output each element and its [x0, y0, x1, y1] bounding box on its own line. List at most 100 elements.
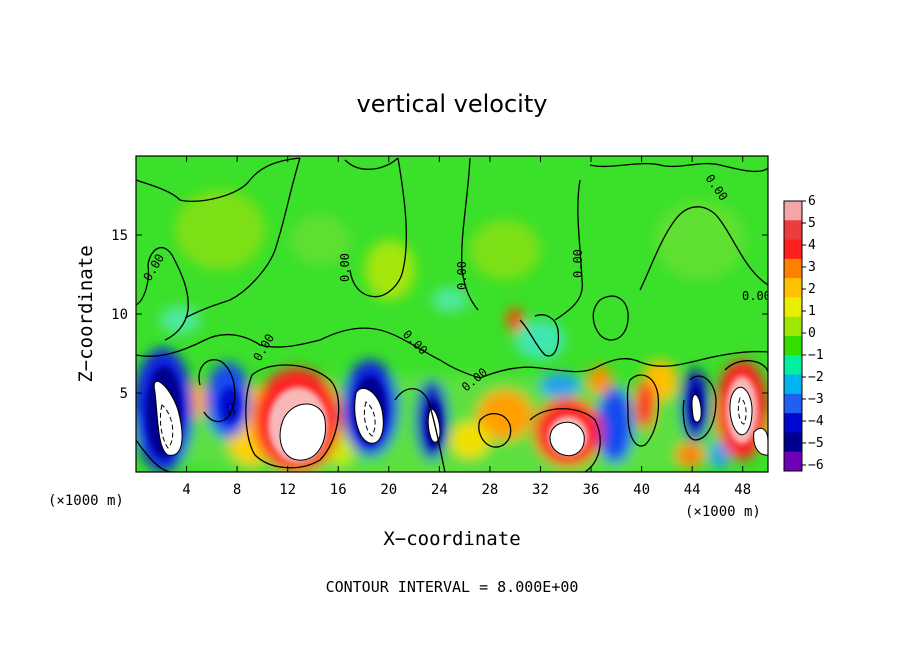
mid-cyan-patch	[160, 306, 200, 334]
colorbar-swatch	[784, 297, 802, 318]
x-tick-label: 20	[380, 482, 397, 498]
x-tick-label: 48	[734, 482, 751, 498]
chart-title: vertical velocity	[357, 90, 548, 118]
colorbar-swatch	[784, 432, 802, 453]
downdraft-inner	[220, 387, 240, 423]
zero-contour	[136, 439, 171, 472]
colorbar-swatch	[784, 278, 802, 298]
colorbar-swatch	[784, 239, 802, 260]
zero-contour	[461, 157, 479, 311]
x-tick-label: 24	[431, 482, 448, 498]
zero-contour	[479, 350, 768, 379]
x-axis-ticks: 4 8 12 16 20 24 28 32 36 40 44 48	[182, 156, 751, 498]
warm-patch	[588, 366, 612, 394]
core-white	[354, 387, 384, 444]
y-axis-label: Z−coordinate	[75, 245, 97, 382]
zero-contour	[136, 157, 301, 202]
dashed-contour	[227, 402, 235, 416]
colorbar-swatch	[784, 220, 802, 241]
x-unit-left: (×1000 m)	[48, 493, 124, 509]
x-tick-label: 28	[481, 482, 498, 498]
x-unit-right: (×1000 m)	[685, 504, 761, 520]
colorbar-tick-label: 3	[808, 260, 816, 275]
zero-contour	[589, 162, 768, 173]
y-tick-label: 5	[120, 386, 128, 402]
colorbar-tick-label: 1	[808, 304, 816, 319]
x-tick-label: 44	[684, 482, 701, 498]
downdraft-core	[597, 387, 633, 463]
core-white	[153, 380, 183, 456]
dashed-contour	[363, 401, 376, 437]
upper-green-patch	[655, 200, 745, 280]
upper-green-patch	[175, 190, 265, 270]
zero-contour	[682, 375, 717, 441]
colorbar-tick-label: 4	[808, 238, 816, 253]
colorbar-tick-label: −3	[808, 392, 824, 407]
zero-contour	[529, 408, 601, 472]
colorbar-tick-label: 6	[808, 194, 816, 209]
contour-label: 0.00	[742, 289, 771, 303]
x-tick-label: 4	[182, 482, 190, 498]
contour-label: 0.00	[455, 261, 469, 290]
colorbar-swatch	[784, 316, 802, 337]
zero-contour	[554, 179, 583, 321]
contour-interval-note: CONTOUR INTERVAL = 8.000E+00	[326, 578, 579, 596]
updraft-core	[635, 381, 655, 429]
warm-patch	[477, 390, 533, 440]
zero-contour	[136, 327, 481, 379]
warm-patch	[507, 308, 523, 332]
mid-cyan-patch	[432, 288, 468, 312]
downdraft-core	[710, 441, 730, 469]
colorbar-tick-label: −2	[808, 370, 824, 385]
colorbar-tick-label: −6	[808, 458, 824, 473]
dashed-contour	[159, 404, 174, 449]
zero-contour	[478, 413, 512, 448]
y-tick-label: 10	[111, 307, 128, 323]
colorbar-swatch	[784, 451, 802, 472]
zero-contours	[136, 157, 768, 472]
colorbar-swatch	[784, 201, 802, 221]
plot-area: 0.00 0.00 0.00 0.00 0.00 0.00 0.00 0.00 …	[111, 155, 771, 498]
x-axis-label: X−coordinate	[383, 528, 520, 550]
colorbar-tick-label: −4	[808, 414, 824, 429]
y-tick-label: 15	[111, 228, 128, 244]
zero-contour	[349, 157, 408, 298]
upper-green-patch	[470, 220, 540, 280]
colorbar-tick-label: −5	[808, 436, 824, 451]
negative-contours	[159, 397, 747, 449]
core-white	[549, 421, 585, 457]
contour-label: 0.00	[338, 253, 352, 282]
colorbar-swatch	[784, 393, 802, 414]
zero-contour	[184, 157, 301, 319]
colorbar-swatch	[784, 336, 802, 356]
core-white	[279, 403, 326, 461]
colorbar-tick-label: 0	[808, 326, 816, 341]
colorbar-tick-label: −1	[808, 348, 824, 363]
core-white	[691, 394, 702, 423]
colorbar-tick-label: 5	[808, 216, 816, 231]
contour-label: 0.00	[571, 249, 585, 278]
zero-contour	[245, 364, 340, 469]
warm-patch	[450, 422, 490, 458]
upper-green-patch	[290, 215, 350, 265]
colorbar-swatch	[784, 413, 802, 433]
colorbar-swatch	[784, 355, 802, 376]
y-axis-ticks: 5 10 15	[111, 228, 768, 402]
zero-contour	[136, 246, 189, 341]
warm-patch	[676, 443, 704, 467]
zero-contour	[592, 295, 629, 341]
zero-contour	[626, 374, 660, 447]
zero-contour	[344, 157, 399, 170]
x-tick-label: 12	[279, 482, 296, 498]
x-tick-label: 16	[330, 482, 347, 498]
x-tick-label: 40	[633, 482, 650, 498]
colorbar-swatch	[784, 258, 802, 279]
zero-contour	[724, 360, 768, 373]
upper-green-patch	[365, 240, 415, 300]
core-white	[753, 427, 768, 456]
colorbar-frame	[783, 200, 803, 472]
x-tick-label: 32	[532, 482, 549, 498]
x-tick-label: 36	[583, 482, 600, 498]
downdraft-core	[540, 373, 580, 397]
